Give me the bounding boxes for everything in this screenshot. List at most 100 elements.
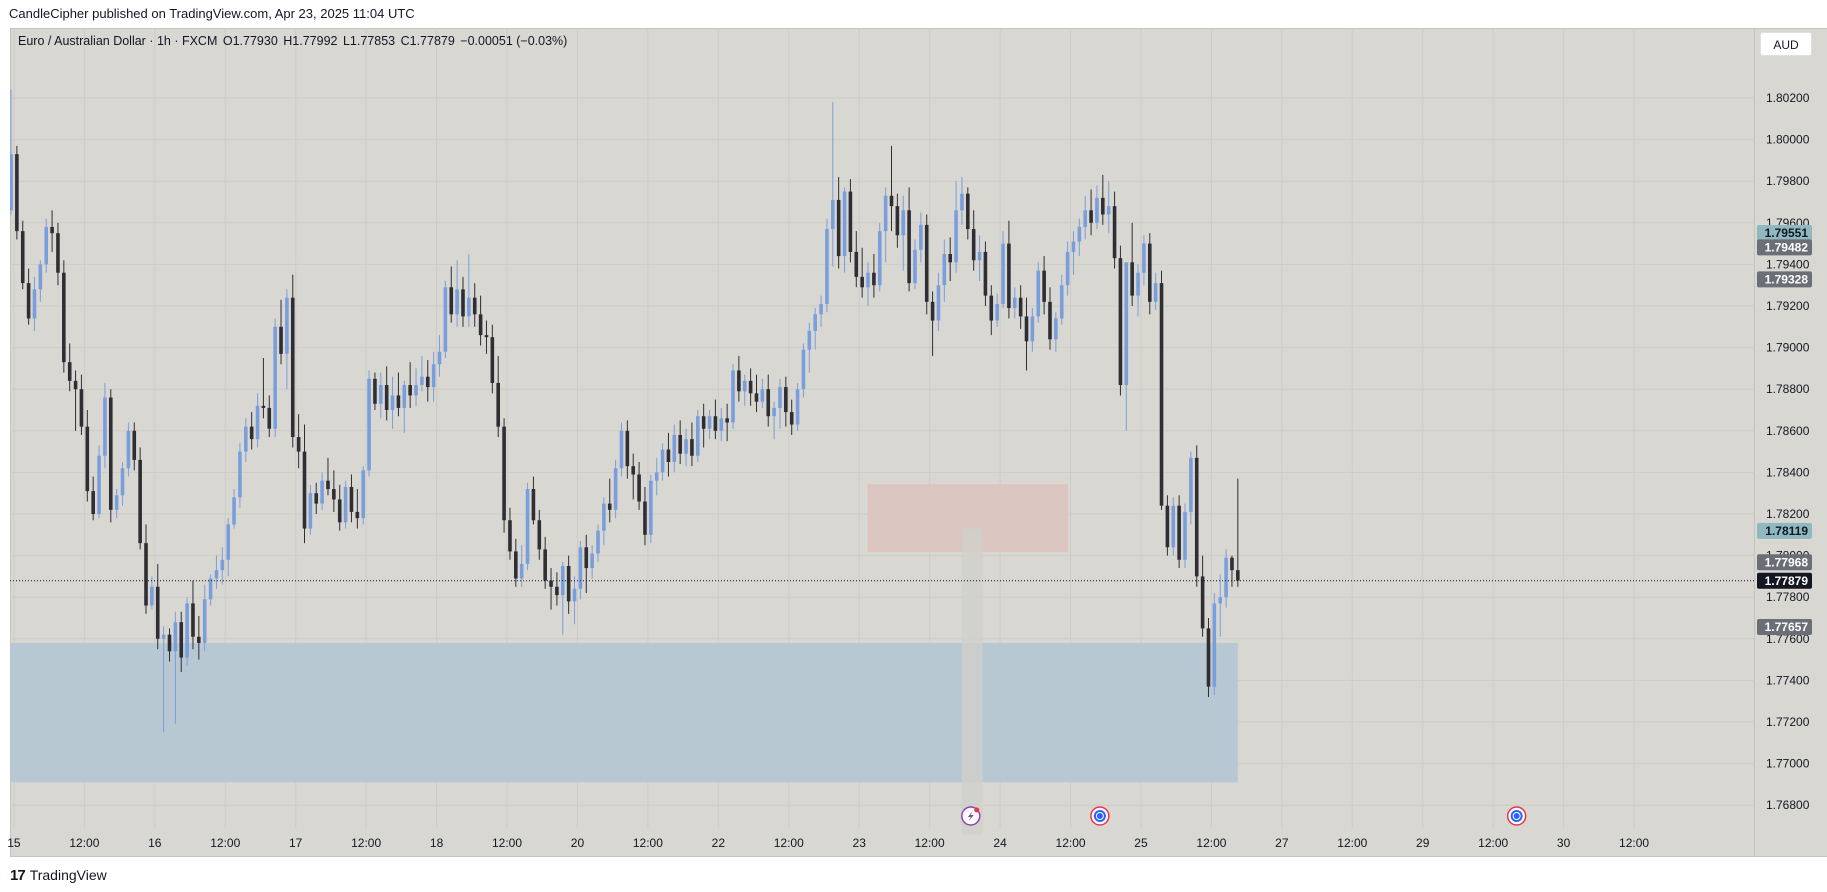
candle bbox=[161, 626, 166, 733]
candle-body bbox=[478, 314, 483, 336]
candle-body bbox=[114, 495, 119, 510]
candle-body bbox=[408, 385, 412, 396]
candle-body bbox=[860, 276, 864, 288]
candle bbox=[784, 376, 788, 427]
candle bbox=[977, 235, 982, 282]
x-tick-label: 22 bbox=[712, 836, 726, 850]
price-badge-label: 1.77657 bbox=[1765, 620, 1809, 634]
candle-body bbox=[220, 559, 225, 571]
candle bbox=[631, 453, 636, 500]
candle bbox=[91, 476, 95, 521]
candle bbox=[924, 214, 929, 315]
candle bbox=[132, 422, 137, 471]
candle-body bbox=[103, 397, 107, 456]
candle bbox=[960, 177, 964, 225]
candle bbox=[1159, 270, 1164, 510]
candle-body bbox=[1071, 241, 1076, 252]
x-tick-label: 15 bbox=[7, 836, 21, 850]
x-tick-label: 12:00 bbox=[492, 836, 522, 850]
candle bbox=[819, 295, 823, 327]
candle bbox=[44, 218, 49, 273]
candle bbox=[108, 389, 113, 523]
candle-body bbox=[701, 416, 706, 429]
candle-body bbox=[467, 297, 471, 317]
flag-marker-star bbox=[1095, 812, 1104, 820]
x-tick-label: 27 bbox=[1275, 836, 1289, 850]
price-badge-label: 1.79551 bbox=[1765, 226, 1809, 240]
candle bbox=[461, 276, 465, 327]
candle-body bbox=[1083, 210, 1088, 227]
candle bbox=[114, 489, 119, 519]
candle bbox=[678, 420, 682, 465]
x-tick-label: 12:00 bbox=[633, 836, 663, 850]
candle-body bbox=[1030, 316, 1035, 342]
currency-button[interactable]: AUD bbox=[1760, 32, 1812, 56]
candle-body bbox=[784, 387, 788, 413]
candle-body bbox=[226, 524, 230, 560]
x-tick-label: 12:00 bbox=[1337, 836, 1367, 850]
candle bbox=[202, 584, 207, 652]
candle bbox=[954, 181, 958, 273]
candle bbox=[836, 177, 841, 269]
candle-body bbox=[725, 418, 729, 423]
candle bbox=[525, 482, 530, 571]
candle-body bbox=[273, 326, 277, 429]
candle bbox=[384, 366, 389, 421]
candle bbox=[531, 476, 536, 525]
candle bbox=[995, 293, 999, 327]
candle-body bbox=[813, 314, 817, 331]
candle-body bbox=[754, 393, 759, 402]
candle-body bbox=[208, 578, 213, 600]
candle-body bbox=[1183, 511, 1187, 560]
candle bbox=[936, 272, 941, 331]
price-badge: 1.79482 bbox=[1757, 239, 1812, 256]
x-tick-label: 18 bbox=[430, 836, 444, 850]
candle-body bbox=[420, 376, 424, 386]
candle bbox=[1236, 478, 1240, 587]
candle bbox=[390, 376, 395, 429]
economic-event-icon[interactable] bbox=[1090, 806, 1110, 826]
flash-event-icon[interactable] bbox=[960, 806, 981, 826]
price-scale[interactable] bbox=[1755, 28, 1827, 857]
price-badge-bg bbox=[1757, 554, 1812, 571]
candle-body bbox=[525, 489, 530, 564]
y-tick-label: 1.79200 bbox=[1766, 299, 1810, 313]
economic-event-icon[interactable] bbox=[1506, 806, 1527, 826]
candle bbox=[578, 541, 583, 600]
candle bbox=[848, 179, 853, 263]
candle bbox=[185, 597, 189, 666]
candle-body bbox=[831, 199, 835, 230]
candle-body bbox=[543, 549, 547, 581]
candle bbox=[930, 291, 935, 356]
candle-body bbox=[1200, 576, 1205, 629]
legend-symbol[interactable]: Euro / Australian Dollar · 1h · FXCM bbox=[18, 34, 218, 48]
candle-body bbox=[20, 231, 25, 284]
candle bbox=[332, 470, 336, 512]
candle bbox=[872, 254, 876, 298]
candle-body bbox=[1206, 628, 1211, 687]
candle bbox=[420, 355, 424, 392]
candle bbox=[854, 231, 859, 288]
candle-body bbox=[1212, 603, 1217, 687]
projection-box bbox=[961, 528, 983, 835]
tradingview-logo-icon[interactable]: 17 bbox=[10, 866, 26, 884]
x-tick-label: 12:00 bbox=[1056, 836, 1086, 850]
candle-body bbox=[854, 251, 859, 277]
price-badge-label: 1.78119 bbox=[1765, 524, 1808, 538]
candle bbox=[10, 89, 13, 215]
candle-body bbox=[1147, 243, 1152, 302]
candle-body bbox=[279, 326, 283, 354]
candle bbox=[508, 507, 512, 560]
candle-body bbox=[748, 380, 753, 394]
candle-body bbox=[290, 297, 295, 438]
candle-body bbox=[531, 489, 536, 521]
x-tick-label: 24 bbox=[993, 836, 1007, 850]
flag-marker-core bbox=[1510, 810, 1523, 822]
price-badge-bg bbox=[1757, 572, 1812, 589]
candle-body bbox=[238, 451, 242, 498]
candle-body bbox=[390, 395, 395, 410]
candle-body bbox=[379, 385, 383, 404]
footer-brand[interactable]: TradingView bbox=[29, 867, 107, 883]
price-badge-label: 1.77879 bbox=[1765, 574, 1809, 588]
